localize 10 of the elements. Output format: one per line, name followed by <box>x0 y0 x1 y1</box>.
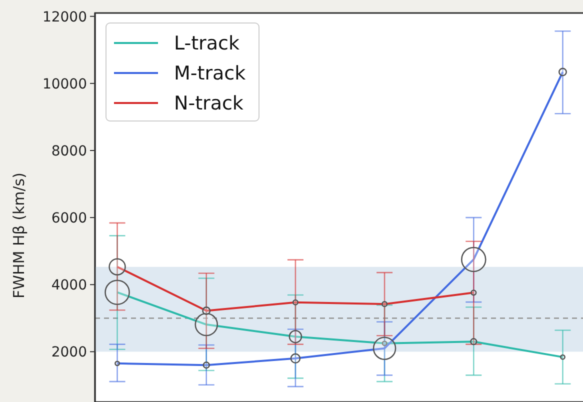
y-tick-label: 10000 <box>42 76 87 92</box>
y-tick-label: 12000 <box>42 9 87 26</box>
legend-label: M-track <box>174 62 246 85</box>
y-tick-label: 8000 <box>51 143 87 160</box>
y-axis-title: FWHM Hβ (km/s) <box>10 172 28 298</box>
legend-label: N-track <box>174 92 244 115</box>
legend-label: L-track <box>174 32 240 55</box>
y-tick-label: 6000 <box>51 210 87 226</box>
y-tick-label: 4000 <box>51 278 87 294</box>
y-tick-label: 2000 <box>51 344 87 361</box>
